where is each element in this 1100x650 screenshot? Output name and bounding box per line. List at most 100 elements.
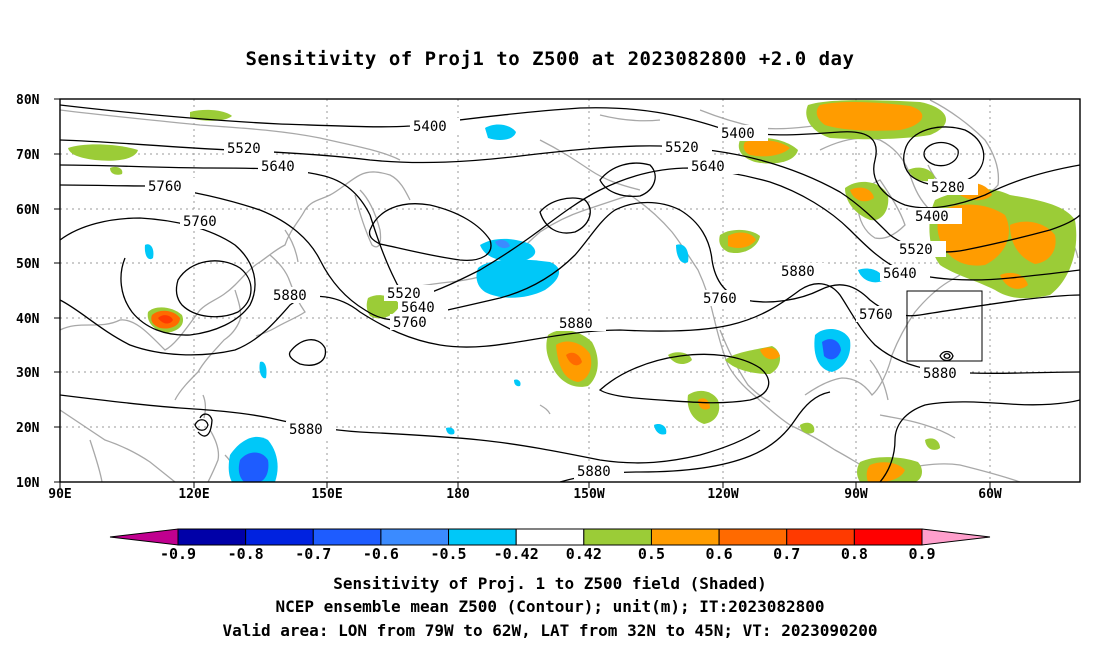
- contour-label: 5760: [393, 315, 427, 331]
- colorbar-label: -0.8: [228, 545, 264, 563]
- shade-positive-strong: [760, 347, 780, 360]
- shade-negative: [446, 427, 455, 435]
- shade-positive: [190, 109, 232, 121]
- contour-5280-inner: [923, 141, 959, 167]
- colorbar-swatch: [448, 528, 517, 546]
- contour-label: 5520: [387, 286, 421, 302]
- shade-negative: [514, 379, 521, 387]
- contour-label: 5400: [721, 126, 755, 142]
- shade-negative: [676, 244, 689, 264]
- contour-ridge: [599, 162, 656, 198]
- contour-label: 5760: [703, 291, 737, 307]
- contour-label: 5880: [577, 464, 611, 480]
- colorbar-swatch: [515, 528, 585, 546]
- contour-label: 5640: [261, 159, 295, 175]
- shade-negative: [495, 239, 510, 249]
- shade-negative: [822, 339, 841, 360]
- colorbar-label: 0.8: [841, 545, 868, 563]
- colorbar-label: -0.5: [430, 545, 466, 563]
- shade-negative: [858, 268, 884, 283]
- colorbar-label: -0.9: [160, 545, 196, 563]
- shade-positive: [68, 144, 138, 161]
- contour-label: 5880: [559, 316, 593, 332]
- contour-label: 5760: [183, 214, 217, 230]
- lat-label: 60N: [16, 203, 40, 218]
- contour-5880-sub: [598, 353, 770, 404]
- contour-label: 5520: [665, 140, 699, 156]
- contour-small-4: [943, 353, 951, 359]
- lat-label: 30N: [16, 366, 40, 381]
- colorbar-swatch: [853, 528, 923, 546]
- contour-label: 5760: [148, 179, 182, 195]
- colorbar-label: -0.42: [494, 545, 539, 563]
- contour-fold2: [539, 197, 591, 234]
- shade-negative: [144, 244, 154, 260]
- contour-small-1: [194, 419, 209, 431]
- colorbar-swatch: [583, 528, 652, 546]
- shade-positive-strong: [158, 315, 173, 324]
- shade-negative: [654, 424, 667, 435]
- shade-positive: [110, 166, 123, 175]
- shade-negative: [259, 361, 267, 379]
- contour-label: 5280: [931, 180, 965, 196]
- colorbar-swatch: [312, 528, 382, 546]
- lat-label: 40N: [16, 312, 40, 327]
- contour-5880-low: [175, 260, 252, 318]
- contour-small-3: [939, 350, 954, 362]
- colorbar-label: -0.7: [295, 545, 331, 563]
- caption-shaded: Sensitivity of Proj. 1 to Z500 field (Sh…: [333, 574, 767, 593]
- lat-label: 80N: [16, 93, 40, 108]
- contour-fold: [368, 203, 492, 261]
- lon-label: 60W: [978, 487, 1002, 502]
- shade-negative: [238, 452, 269, 482]
- colorbar-swatch: [177, 528, 247, 546]
- shade-negative: [476, 259, 560, 298]
- colorbar-label: 0.42: [566, 545, 602, 563]
- shade-positive: [925, 438, 940, 450]
- lon-label: 120W: [707, 487, 738, 502]
- contour-5280: [903, 126, 985, 187]
- contour-low-pac: [288, 339, 327, 366]
- colorbar-swatch: [380, 528, 450, 546]
- map-title: Sensitivity of Proj1 to Z500 at 20230828…: [245, 48, 855, 70]
- lon-label: 90W: [844, 487, 868, 502]
- contour-label: 5400: [413, 119, 447, 135]
- lon-label: 180: [446, 487, 470, 502]
- lon-label: 90E: [48, 487, 71, 502]
- colorbar-label: -0.6: [363, 545, 399, 563]
- contour-label: 5640: [691, 159, 725, 175]
- valid-area-box: [906, 290, 983, 362]
- shade-positive: [800, 422, 815, 434]
- shade-positive-strong: [566, 352, 582, 366]
- colorbar-min-arrow: [109, 528, 179, 546]
- contour-label: 5880: [273, 288, 307, 304]
- lat-label: 70N: [16, 148, 40, 163]
- shade-positive-strong: [698, 398, 710, 410]
- contour-5640: [60, 164, 1080, 298]
- caption-valid-area: Valid area: LON from 79W to 62W, LAT fro…: [222, 621, 878, 640]
- lat-label: 50N: [16, 257, 40, 272]
- colorbar-swatch: [718, 528, 788, 546]
- colorbar-label: 0.7: [773, 545, 800, 563]
- axis-ticks: [54, 98, 991, 488]
- colorbar: -0.9 -0.8 -0.7 -0.6 -0.5 -0.42 0.42 0.5 0.6 0.7 0.…: [109, 528, 991, 563]
- contour-5880-south: [60, 394, 761, 464]
- contour-label: 5640: [883, 266, 917, 282]
- plot-border: [59, 98, 1081, 483]
- contour-label: 5400: [915, 209, 949, 225]
- colorbar-label: 0.6: [706, 545, 733, 563]
- shade-positive-strong: [743, 140, 790, 157]
- colorbar-swatch: [650, 528, 720, 546]
- lat-label: 10N: [16, 476, 40, 491]
- colorbar-swatch: [245, 528, 314, 546]
- shade-positive-strong: [728, 232, 756, 248]
- lon-label: 150W: [573, 487, 604, 502]
- lon-label: 120E: [178, 487, 209, 502]
- shade-positive-strong: [850, 187, 874, 202]
- contour-label: 5880: [781, 264, 815, 280]
- lat-label: 20N: [16, 421, 40, 436]
- contour-5880: [60, 283, 1080, 374]
- latitude-labels: 80N 70N 60N 50N 40N 30N 20N 10N: [16, 93, 40, 491]
- shade-negative: [480, 238, 536, 262]
